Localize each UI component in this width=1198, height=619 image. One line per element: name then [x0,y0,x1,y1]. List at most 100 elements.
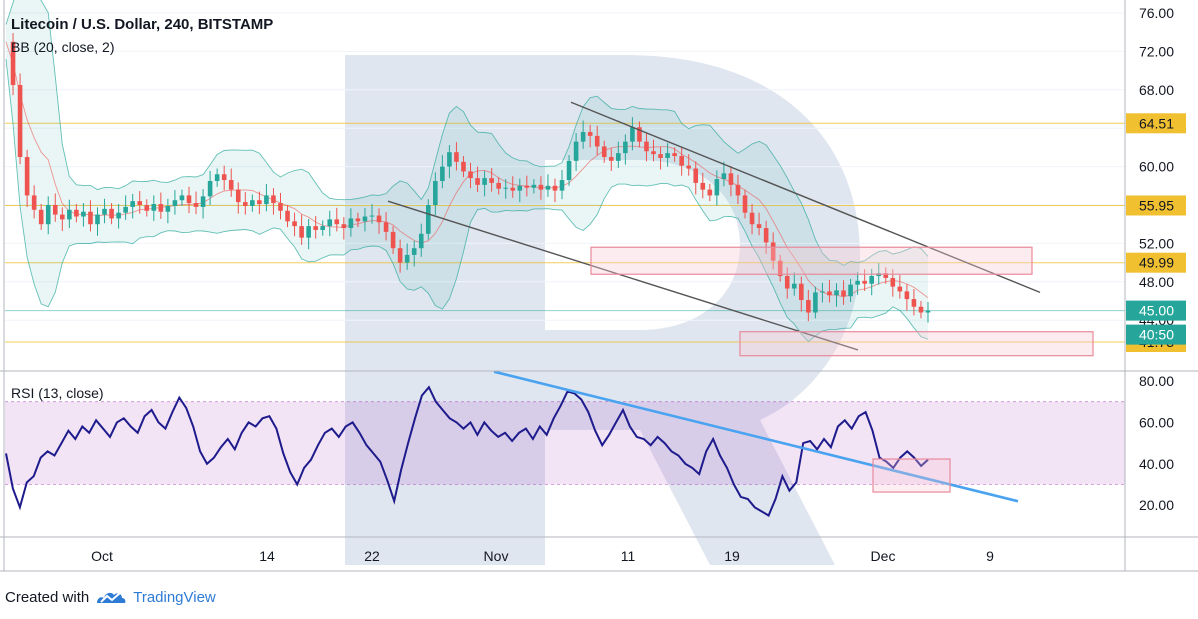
candle[interactable] [24,157,30,196]
candle[interactable] [74,209,79,217]
candle[interactable] [524,185,530,188]
candle[interactable] [827,291,832,296]
candle[interactable] [433,181,438,205]
candle[interactable] [601,146,607,157]
candle[interactable] [489,178,494,183]
candle[interactable] [482,178,487,185]
price-pane[interactable] [5,0,1125,357]
candle[interactable] [784,276,790,289]
candle[interactable] [651,151,656,155]
candle[interactable] [735,184,741,196]
candle[interactable] [404,254,410,263]
candle[interactable] [791,283,797,289]
candle[interactable] [454,152,459,162]
candle[interactable] [109,208,114,219]
candle[interactable] [904,291,910,300]
candle[interactable] [461,161,466,172]
candle[interactable] [271,195,276,204]
candle[interactable] [658,154,663,158]
resistance-zone[interactable] [590,246,1033,275]
candle[interactable] [749,212,755,225]
candle[interactable] [608,157,614,161]
candle[interactable] [869,276,874,284]
candle[interactable] [763,228,769,243]
candle[interactable] [313,226,318,230]
candle[interactable] [60,214,65,220]
candle[interactable] [390,231,396,249]
candle[interactable] [566,160,572,181]
candle[interactable] [38,209,44,225]
rsi-pane[interactable] [5,370,1125,517]
candle[interactable] [742,195,748,213]
bollinger-lower[interactable] [5,59,929,343]
candle[interactable] [911,299,917,307]
candle[interactable] [447,152,452,167]
candle[interactable] [299,226,304,238]
candle[interactable] [770,242,776,261]
candle[interactable] [580,132,586,142]
candle[interactable] [777,260,783,277]
candle[interactable] [102,208,107,215]
candle[interactable] [630,127,635,142]
footer-brand[interactable]: TradingView [133,588,216,606]
candle[interactable] [503,187,509,189]
candle[interactable] [151,204,157,211]
candle[interactable] [81,211,86,217]
candle[interactable] [418,233,424,249]
candle[interactable] [440,166,445,181]
candle[interactable] [679,156,684,166]
candle[interactable] [700,182,706,190]
tradingview-chart[interactable]: Litecoin / U.S. Dollar, 240, BITSTAMP BB… [0,0,1198,580]
candle[interactable] [918,306,924,313]
candle[interactable] [320,226,326,230]
rsi-indicator-legend[interactable]: RSI (13, close) [11,385,104,401]
rsi-trendline[interactable] [493,370,1019,503]
candle[interactable] [10,41,16,85]
candle[interactable] [362,216,368,222]
candle[interactable] [383,222,389,232]
candle[interactable] [531,184,537,188]
candle[interactable] [235,189,241,203]
rsi-highlight-zone[interactable] [872,458,951,493]
candle[interactable] [411,248,417,255]
candle[interactable] [693,168,699,183]
candle[interactable] [207,181,213,197]
candle[interactable] [862,280,867,284]
candle[interactable] [306,226,311,238]
candle[interactable] [327,219,333,227]
rsi-line[interactable] [5,385,929,517]
candle[interactable] [468,171,473,179]
support-zone[interactable] [739,331,1094,357]
candle[interactable] [806,300,811,313]
candle[interactable] [728,173,734,185]
candle[interactable] [425,205,431,234]
candle[interactable] [172,200,178,206]
candle[interactable] [179,195,185,201]
candle[interactable] [52,205,58,215]
candle[interactable] [257,200,262,205]
candle[interactable] [116,212,121,219]
candle[interactable] [250,200,255,206]
candle[interactable] [714,179,720,196]
candle[interactable] [355,218,361,222]
candle[interactable] [616,153,621,161]
candle[interactable] [538,184,544,190]
candle[interactable] [369,215,375,217]
candle[interactable] [672,153,677,157]
candle[interactable] [221,174,227,181]
channel-upper-line[interactable] [570,101,1041,294]
candle[interactable] [573,141,579,161]
candle[interactable] [721,173,727,180]
candle[interactable] [285,210,290,222]
candle[interactable] [517,185,523,191]
candle[interactable] [587,132,593,136]
candle[interactable] [200,196,206,207]
candle[interactable] [137,201,143,205]
candle[interactable] [475,178,480,185]
candle[interactable] [242,202,248,206]
candle[interactable] [834,290,839,296]
candle[interactable] [292,221,297,227]
candle[interactable] [820,291,825,293]
candle[interactable] [552,185,558,191]
candle[interactable] [665,153,670,158]
